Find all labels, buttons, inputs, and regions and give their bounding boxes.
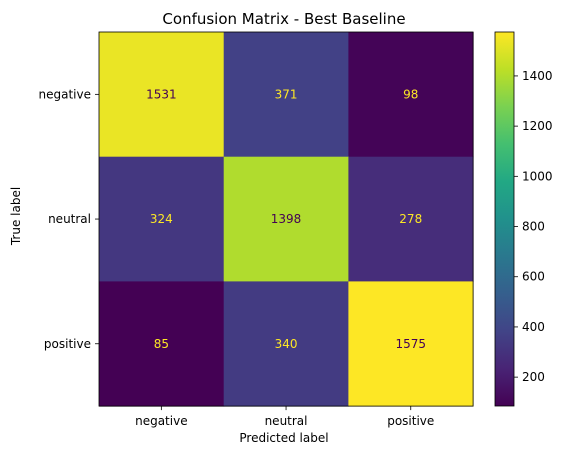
matrix-cell-value: 278	[399, 212, 422, 226]
matrix-cell	[223, 281, 349, 407]
chart-title: Confusion Matrix - Best Baseline	[162, 10, 405, 28]
matrix-cell-value: 1398	[271, 212, 302, 226]
x-axis-label: Predicted label	[239, 431, 328, 445]
matrix-cell-labels: 1531 371 98 324 1398 278 85 340 1575	[146, 87, 426, 350]
matrix-cell-value: 340	[275, 337, 298, 351]
matrix-cell	[223, 156, 349, 282]
matrix-cell-value: 324	[150, 212, 173, 226]
matrix-cell	[99, 32, 225, 158]
matrix-cell	[99, 156, 225, 282]
x-tick-label: negative	[135, 414, 187, 428]
y-axis-label: True label	[9, 187, 23, 246]
matrix-cell	[348, 32, 474, 158]
colorbar-tick-label: 1000	[522, 169, 553, 183]
x-tick-label: positive	[387, 414, 434, 428]
y-tick-label: positive	[44, 337, 91, 351]
colorbar-tick-label: 800	[522, 220, 545, 234]
y-axis-ticks: negative neutral positive	[39, 87, 99, 351]
matrix-cell-value: 98	[403, 87, 418, 101]
matrix-cell-value: 85	[154, 337, 169, 351]
matrix-cell-value: 1575	[395, 337, 426, 351]
colorbar: 200 400 600 800 1000 1200 1400	[494, 31, 553, 407]
x-axis-ticks: negative neutral positive	[135, 406, 434, 428]
x-tick-label: neutral	[265, 414, 308, 428]
matrix-cell	[223, 32, 349, 158]
matrix-cells	[98, 31, 474, 407]
matrix-cell	[348, 281, 474, 407]
colorbar-gradient	[494, 31, 515, 407]
colorbar-tick-label: 400	[522, 320, 545, 334]
y-tick-label: negative	[39, 87, 91, 101]
matrix-cell	[99, 281, 225, 407]
colorbar-tick-label: 1200	[522, 119, 553, 133]
colorbar-tick-label: 600	[522, 270, 545, 284]
colorbar-tick-label: 1400	[522, 69, 553, 83]
matrix-cell-value: 371	[275, 87, 298, 101]
y-tick-label: neutral	[48, 212, 91, 226]
colorbar-tick-label: 200	[522, 370, 545, 384]
matrix-cell	[348, 156, 474, 282]
matrix-cell-value: 1531	[146, 87, 177, 101]
